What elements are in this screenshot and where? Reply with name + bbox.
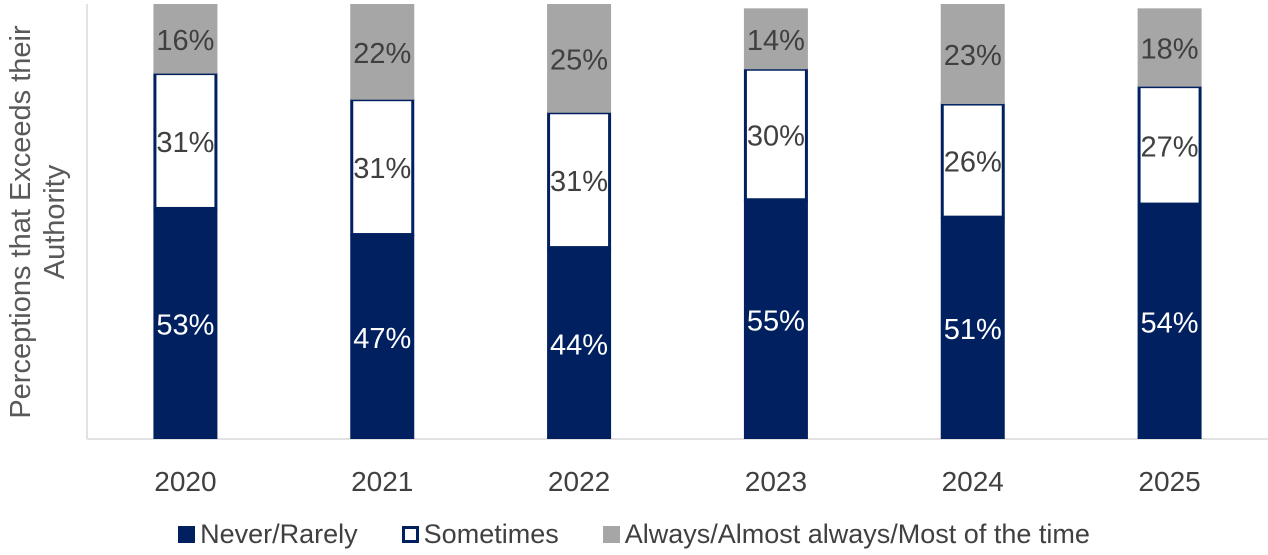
- x-tick-label-2021: 2021: [351, 466, 413, 497]
- bar-segment-never-rarely-2023: [743, 199, 808, 439]
- bar-segment-always-2021: [350, 4, 415, 100]
- data-label-sometimes-2020: 31%: [156, 127, 214, 159]
- bar-segment-always-2025: [1137, 8, 1202, 87]
- data-label-never-rarely-2023: 55%: [747, 305, 805, 337]
- data-label-never-rarely-2024: 51%: [944, 314, 1002, 346]
- x-tick-label-2025: 2025: [1138, 466, 1200, 497]
- bar-segment-sometimes-2025: [1137, 85, 1202, 206]
- legend-item-always: Always/Almost always/Most of the time: [602, 518, 1090, 550]
- data-label-always-2023: 14%: [747, 25, 805, 57]
- bar-segment-sometimes-2023: [743, 67, 808, 202]
- bar-segment-never-rarely-2020: [153, 208, 218, 439]
- data-label-sometimes-2023: 30%: [747, 121, 805, 153]
- bar-segment-always-2020: [153, 4, 218, 74]
- legend-label-sometimes: Sometimes: [423, 518, 559, 549]
- bar-segment-sometimes-2021: [350, 98, 415, 237]
- legend-item-never-rarely: Never/Rarely: [178, 519, 358, 550]
- x-tick-label-2020: 2020: [154, 466, 216, 497]
- data-label-sometimes-2021: 31%: [353, 153, 411, 185]
- bar-segment-never-rarely-2024: [940, 217, 1005, 439]
- bar-segment-always-2023: [743, 8, 808, 70]
- data-label-always-2021: 22%: [353, 38, 411, 70]
- data-label-sometimes-2022: 31%: [550, 166, 608, 198]
- bar-segment-sometimes-2020: [153, 72, 218, 210]
- legend: Never/Rarely Sometimes Always/Almost alw…: [0, 514, 1268, 554]
- bar-segment-sometimes-2024: [940, 102, 1005, 219]
- data-label-sometimes-2025: 27%: [1141, 131, 1199, 163]
- legend-label-never-rarely: Never/Rarely: [200, 518, 358, 549]
- x-tick-label-2022: 2022: [548, 466, 610, 497]
- data-label-never-rarely-2021: 47%: [353, 323, 411, 355]
- x-tick-label-2023: 2023: [745, 466, 807, 497]
- data-label-always-2022: 25%: [550, 44, 608, 76]
- bar-segment-always-2024: [940, 4, 1005, 105]
- data-label-never-rarely-2022: 44%: [550, 329, 608, 361]
- legend-swatch-sometimes: [401, 525, 419, 543]
- data-label-always-2020: 16%: [156, 25, 214, 57]
- data-label-never-rarely-2025: 54%: [1141, 308, 1199, 340]
- legend-label-always: Always/Almost always/Most of the time: [624, 518, 1090, 549]
- bar-segment-never-rarely-2022: [547, 247, 612, 439]
- x-tick-label-2024: 2024: [942, 466, 1004, 497]
- legend-item-sometimes: Sometimes: [401, 518, 559, 550]
- data-label-sometimes-2024: 26%: [944, 147, 1002, 179]
- data-label-always-2024: 23%: [944, 40, 1002, 72]
- stacked-bar-chart: 53% 31% 16% 2020 47% 31% 22% 2021 44% 31% 25% 2022 5…: [86, 4, 1268, 497]
- legend-swatch-always: [602, 525, 620, 543]
- legend-swatch-never-rarely: [178, 525, 196, 543]
- y-axis-label: Perceptions that Exceeds their Authority: [5, 25, 71, 419]
- data-label-always-2025: 18%: [1141, 34, 1199, 66]
- bar-segment-never-rarely-2025: [1137, 204, 1202, 439]
- data-label-never-rarely-2020: 53%: [156, 310, 214, 342]
- bar-segment-always-2022: [547, 4, 612, 113]
- bar-segment-never-rarely-2021: [350, 234, 415, 439]
